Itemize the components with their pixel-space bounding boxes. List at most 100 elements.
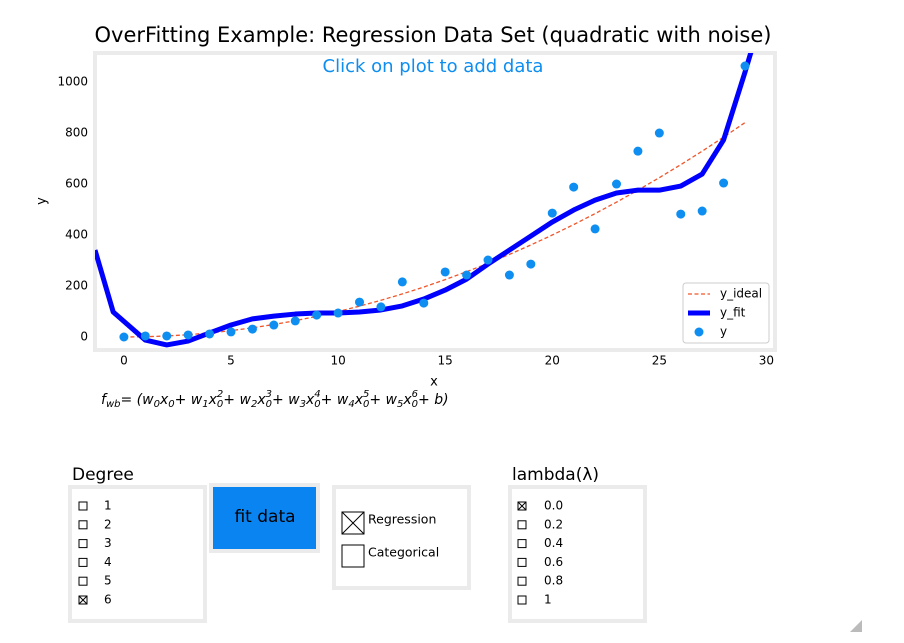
lambda-option[interactable]: 1 <box>544 593 552 607</box>
degree-title: Degree <box>72 465 134 485</box>
point <box>654 128 664 138</box>
point <box>205 329 215 339</box>
y-tick-label: 400 <box>65 228 88 242</box>
point <box>162 331 172 341</box>
point <box>397 277 407 287</box>
x-axis-label: x <box>430 375 438 390</box>
point <box>140 331 150 341</box>
legend <box>682 282 770 344</box>
formula-part: x <box>402 392 412 408</box>
x-tick-label: 20 <box>545 354 560 368</box>
point <box>183 330 193 340</box>
y-tick-label: 800 <box>65 126 88 140</box>
y-tick-label: 0 <box>80 329 88 343</box>
formula-part: + b) <box>418 392 449 408</box>
point <box>226 327 236 337</box>
point <box>290 316 300 326</box>
formula-part: 0 <box>266 399 272 410</box>
checkbox[interactable] <box>517 595 527 605</box>
formula-part: x <box>208 392 218 408</box>
point <box>633 146 643 156</box>
resize-grip[interactable] <box>850 620 862 632</box>
point <box>247 324 257 334</box>
point <box>419 298 429 308</box>
checkbox[interactable] <box>517 576 527 586</box>
formula-part: f <box>101 392 108 408</box>
checkbox[interactable] <box>78 520 88 530</box>
point <box>355 297 365 307</box>
formula-part: wb <box>106 399 121 410</box>
x-tick-label: 10 <box>330 354 345 368</box>
checkbox[interactable] <box>78 557 88 567</box>
y-axis-label: y <box>35 197 50 205</box>
formula-part: + w <box>223 392 251 408</box>
formula-part: x <box>159 392 169 408</box>
formula-part: x <box>256 392 266 408</box>
point <box>440 267 450 277</box>
checkbox[interactable] <box>517 557 527 567</box>
lambda-option[interactable]: 0.2 <box>544 517 563 531</box>
checkbox[interactable] <box>78 539 88 549</box>
x-tick-label: 30 <box>759 354 774 368</box>
formula-part: 3 <box>300 399 306 410</box>
x-tick-label: 15 <box>438 354 453 368</box>
lambda-option[interactable]: 0.4 <box>544 536 563 550</box>
point <box>462 270 472 280</box>
widget-items: 1 2 3 4 5 6 0.0 0.2 0.4 0.6 0.8 1 Regression Categori… <box>78 499 563 607</box>
degree-option[interactable]: 4 <box>104 555 112 569</box>
lambda-panel <box>508 485 647 623</box>
legend-swatch <box>694 327 704 337</box>
degree-option[interactable]: 5 <box>104 574 112 588</box>
mode-option[interactable]: Categorical <box>368 545 439 560</box>
legend-label: y <box>720 325 727 339</box>
point <box>483 255 493 265</box>
fit-button-label[interactable]: fit data <box>234 507 295 527</box>
check-mark <box>78 595 88 605</box>
formula-part: 4 <box>348 399 354 410</box>
formula-part: 0 <box>363 399 369 410</box>
checkbox[interactable] <box>78 501 88 511</box>
point <box>612 179 622 189</box>
lambda-option[interactable]: 0.8 <box>544 574 563 588</box>
formula-part: 6 <box>412 389 418 400</box>
degree-option[interactable]: 6 <box>104 593 112 607</box>
annotation: Click on plot to add data <box>323 56 544 77</box>
formula-part: 0 <box>412 399 418 410</box>
degree-option[interactable]: 2 <box>104 517 112 531</box>
lambda-option[interactable]: 0.0 <box>544 499 563 513</box>
checkbox[interactable] <box>517 539 527 549</box>
point <box>676 209 686 219</box>
y-tick-label: 600 <box>65 177 88 191</box>
formula-part: 0 <box>168 399 174 410</box>
degree-panel <box>68 485 207 623</box>
mode-option[interactable]: Regression <box>368 512 436 527</box>
checkbox[interactable] <box>517 520 527 530</box>
formula-part: 0 <box>217 399 223 410</box>
point <box>719 178 729 188</box>
lambda-title: lambda(λ) <box>512 465 599 485</box>
checkbox[interactable] <box>78 576 88 586</box>
point <box>590 224 600 234</box>
degree-option[interactable]: 1 <box>104 499 112 513</box>
lambda-option[interactable]: 0.6 <box>544 555 563 569</box>
formula-part: + w <box>272 392 300 408</box>
formula-part: 4 <box>314 389 320 400</box>
formula-part: 5 <box>397 399 403 410</box>
plot-area <box>95 53 754 348</box>
formula-part: + w <box>175 392 203 408</box>
formula-part: 5 <box>363 389 369 400</box>
chart-title: OverFitting Example: Regression Data Set… <box>95 23 772 47</box>
formula-part: 2 <box>217 389 223 400</box>
point <box>547 208 557 218</box>
point <box>697 206 707 216</box>
formula-part: 0 <box>154 399 160 410</box>
fit-button[interactable] <box>209 483 320 553</box>
point <box>376 302 386 312</box>
point <box>504 270 514 280</box>
formula-part: x <box>354 392 364 408</box>
y-tick-label: 1000 <box>57 75 88 89</box>
checkbox[interactable] <box>341 544 365 568</box>
degree-option[interactable]: 3 <box>104 536 112 550</box>
